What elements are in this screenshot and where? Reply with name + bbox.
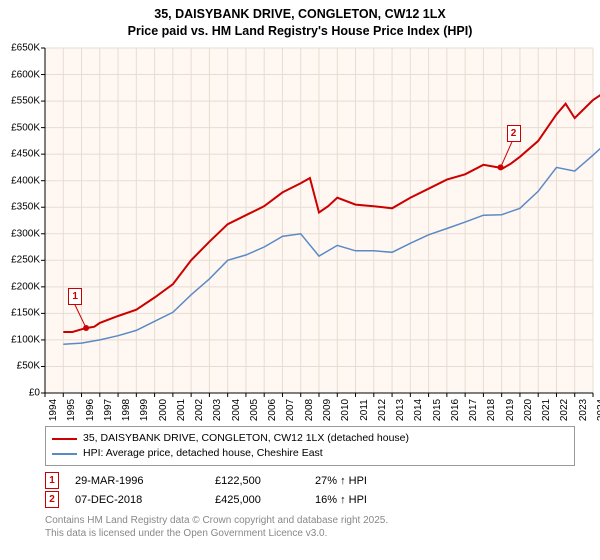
x-tick-label: 2004 — [231, 399, 242, 421]
transaction-row: 2 07-DEC-2018£425,00016% ↑ HPI — [45, 491, 593, 508]
x-tick-label: 2021 — [541, 399, 552, 421]
x-tick-label: 2015 — [432, 399, 443, 421]
transaction-row: 1 29-MAR-1996£122,50027% ↑ HPI — [45, 472, 593, 489]
y-tick-label: £250K — [0, 255, 40, 266]
transaction-price: £425,000 — [215, 494, 315, 506]
legend-box: 35, DAISYBANK DRIVE, CONGLETON, CW12 1LX… — [45, 426, 575, 466]
chart-title: 35, DAISYBANK DRIVE, CONGLETON, CW12 1LX… — [0, 0, 600, 40]
x-tick-label: 2008 — [304, 399, 315, 421]
y-tick-label: £450K — [0, 149, 40, 160]
legend-row: 35, DAISYBANK DRIVE, CONGLETON, CW12 1LX… — [52, 431, 568, 446]
y-tick-label: £300K — [0, 228, 40, 239]
legend-swatch — [52, 453, 77, 455]
x-tick-label: 2002 — [194, 399, 205, 421]
y-tick-label: £100K — [0, 334, 40, 345]
copyright: Contains HM Land Registry data © Crown c… — [45, 514, 593, 540]
transaction-date: 29-MAR-1996 — [75, 475, 215, 487]
legend-block: 35, DAISYBANK DRIVE, CONGLETON, CW12 1LX… — [45, 426, 593, 540]
transaction-marker: 1 — [45, 472, 59, 489]
x-tick-label: 1999 — [139, 399, 150, 421]
x-tick-label: 2006 — [267, 399, 278, 421]
transaction-diff: 16% ↑ HPI — [315, 494, 435, 506]
title-line2: Price paid vs. HM Land Registry's House … — [0, 23, 600, 40]
price-chart: £0£50K£100K£150K£200K£250K£300K£350K£400… — [45, 48, 593, 393]
y-tick-label: £0 — [0, 388, 40, 399]
x-tick-label: 1998 — [121, 399, 132, 421]
x-tick-label: 2005 — [249, 399, 260, 421]
legend-swatch — [52, 438, 77, 440]
x-tick-label: 2012 — [377, 399, 388, 421]
y-tick-label: £600K — [0, 69, 40, 80]
x-tick-label: 2000 — [158, 399, 169, 421]
x-tick-label: 2018 — [486, 399, 497, 421]
transaction-price: £122,500 — [215, 475, 315, 487]
y-tick-label: £500K — [0, 122, 40, 133]
x-tick-label: 1996 — [85, 399, 96, 421]
x-tick-label: 2003 — [212, 399, 223, 421]
x-tick-label: 2016 — [450, 399, 461, 421]
x-tick-label: 2014 — [413, 399, 424, 421]
x-tick-label: 2019 — [505, 399, 516, 421]
x-tick-label: 1994 — [48, 399, 59, 421]
transaction-date: 07-DEC-2018 — [75, 494, 215, 506]
y-tick-label: £550K — [0, 96, 40, 107]
x-tick-label: 2001 — [176, 399, 187, 421]
x-tick-label: 2013 — [395, 399, 406, 421]
x-tick-label: 2011 — [359, 399, 370, 421]
y-tick-label: £150K — [0, 308, 40, 319]
x-tick-label: 2023 — [578, 399, 589, 421]
x-tick-label: 1997 — [103, 399, 114, 421]
chart-marker: 2 — [507, 125, 521, 142]
legend-label: HPI: Average price, detached house, Ches… — [83, 446, 323, 461]
x-tick-label: 2024 — [596, 399, 600, 421]
x-tick-label: 2010 — [340, 399, 351, 421]
chart-marker: 1 — [68, 288, 82, 305]
transaction-table: 1 29-MAR-1996£122,50027% ↑ HPI 2 07-DEC-201… — [45, 472, 593, 508]
y-tick-label: £350K — [0, 202, 40, 213]
y-tick-label: £50K — [0, 361, 40, 372]
legend-label: 35, DAISYBANK DRIVE, CONGLETON, CW12 1LX… — [83, 431, 409, 446]
copyright-line2: This data is licensed under the Open Gov… — [45, 527, 593, 540]
y-tick-label: £650K — [0, 43, 40, 54]
x-tick-label: 2007 — [285, 399, 296, 421]
x-tick-label: 2017 — [468, 399, 479, 421]
transaction-diff: 27% ↑ HPI — [315, 475, 435, 487]
x-tick-label: 1995 — [66, 399, 77, 421]
title-line1: 35, DAISYBANK DRIVE, CONGLETON, CW12 1LX — [0, 6, 600, 23]
y-tick-label: £200K — [0, 281, 40, 292]
legend-row: HPI: Average price, detached house, Ches… — [52, 446, 568, 461]
y-tick-label: £400K — [0, 175, 40, 186]
x-tick-label: 2022 — [559, 399, 570, 421]
x-tick-label: 2020 — [523, 399, 534, 421]
transaction-marker: 2 — [45, 491, 59, 508]
x-tick-label: 2009 — [322, 399, 333, 421]
copyright-line1: Contains HM Land Registry data © Crown c… — [45, 514, 593, 527]
